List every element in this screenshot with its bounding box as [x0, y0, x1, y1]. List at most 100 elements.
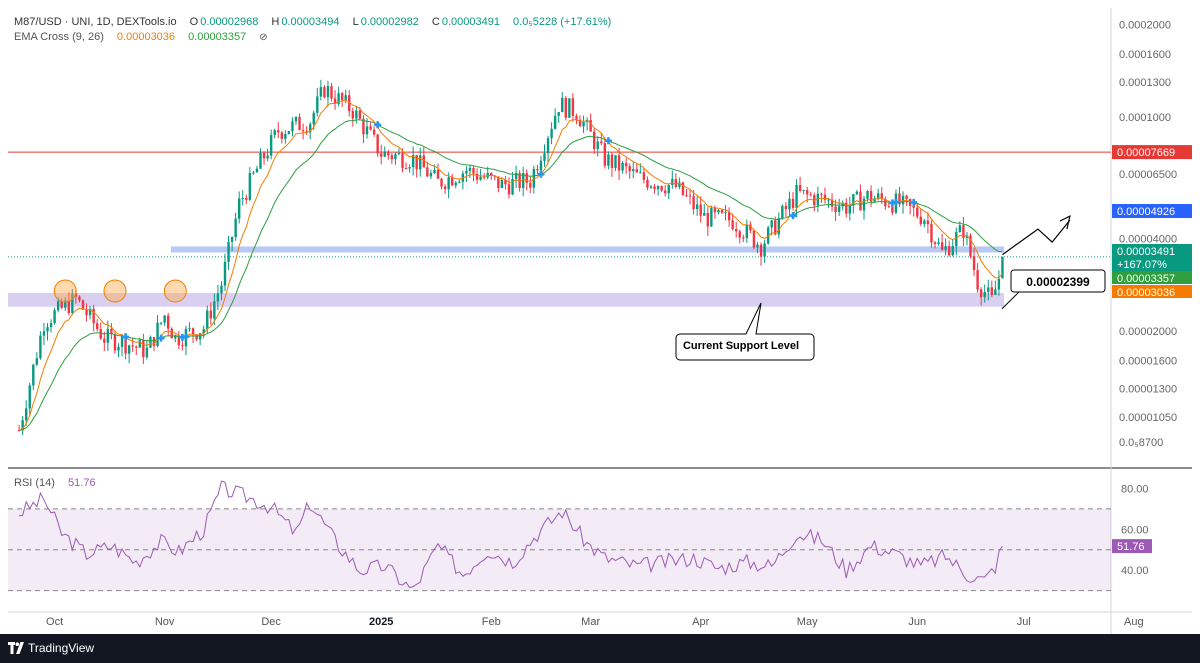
candle-body	[482, 176, 486, 178]
candle-body	[408, 167, 411, 169]
candle-body	[17, 430, 21, 432]
time-axis-tick: Jul	[1017, 616, 1031, 628]
candle-body	[355, 110, 358, 119]
candle-body	[731, 220, 734, 230]
candle-body	[699, 204, 702, 216]
candle-body	[21, 420, 24, 431]
candle-body	[340, 93, 344, 101]
candle-body	[891, 206, 894, 213]
rsi-value: 51.76	[68, 477, 96, 489]
candle-body	[667, 185, 670, 194]
candle-body	[458, 181, 461, 183]
candle-body	[717, 210, 720, 213]
ema-cross-marker	[537, 170, 545, 178]
candle-body	[39, 335, 42, 359]
candle-body	[1001, 256, 1004, 279]
candle-body	[752, 230, 756, 248]
candle-body	[103, 338, 106, 343]
price-chart[interactable]: 0.0002000 0.0001600 0.0001300 0.0001000 0.00…	[8, 8, 1192, 634]
candle-body	[948, 246, 951, 256]
candle-body	[490, 173, 493, 176]
support-touch-circle	[103, 279, 127, 303]
price-axis-tick: 0.0001300	[1119, 77, 1171, 89]
candle-body	[312, 112, 315, 125]
candle-body	[390, 155, 394, 160]
candle-body	[230, 237, 234, 242]
candle-body	[479, 176, 482, 180]
candle-body	[78, 296, 81, 301]
candle-body	[720, 210, 724, 213]
price-callout-pointer	[1001, 291, 1020, 310]
candle-body	[248, 173, 252, 200]
candle-body	[877, 193, 880, 199]
ema-cross-marker	[604, 137, 612, 145]
candle-body	[415, 155, 418, 170]
candle-body	[784, 205, 788, 210]
candle-body	[632, 169, 635, 172]
candle-body	[468, 167, 472, 171]
candle-body	[135, 346, 138, 348]
candle-body	[426, 167, 429, 177]
candle-body	[269, 135, 273, 156]
candle-body	[223, 261, 227, 286]
candle-body	[610, 154, 614, 169]
candle-body	[177, 335, 181, 346]
candle-body	[358, 110, 362, 119]
candle-body	[859, 191, 862, 211]
candle-body	[628, 166, 631, 172]
candle-body	[383, 151, 386, 157]
candle-body	[951, 246, 954, 256]
symbol-legend: M87/USD · UNI, 1D, DEXTools.io O 0.000029…	[14, 16, 613, 28]
candle-body	[522, 173, 525, 188]
candle-body	[901, 195, 905, 205]
candle-body	[124, 336, 127, 354]
ema-slow-badge: 0.00003357	[1117, 273, 1175, 285]
candle-body	[298, 116, 301, 131]
ema-slow-line	[18, 119, 1003, 431]
candle-body	[997, 278, 1001, 290]
ema-label[interactable]: EMA Cross (9, 26)	[14, 31, 104, 43]
candle-body	[546, 138, 550, 154]
candle-body	[830, 199, 834, 207]
support-touch-circle	[163, 279, 187, 303]
chart-frame: 0.0002000 0.0001600 0.0001300 0.0001000 0.00…	[8, 8, 1192, 634]
candle-body	[127, 345, 131, 354]
ema-cross-marker	[892, 198, 900, 206]
candle-body	[326, 86, 330, 98]
candle-body	[294, 116, 298, 122]
time-axis-tick: Aug	[1124, 616, 1144, 628]
candle-body	[447, 177, 450, 190]
candle-body	[348, 95, 351, 112]
candle-body	[972, 256, 976, 271]
time-axis-tick: Feb	[482, 616, 501, 628]
price-callout-box	[1010, 269, 1106, 293]
mid-zone	[171, 246, 1004, 253]
candle-body	[25, 408, 28, 421]
resistance-badge: 0.00007669	[1117, 147, 1175, 159]
tradingview-logo-icon[interactable]	[8, 641, 24, 655]
candle-body	[333, 98, 337, 104]
low-label: L	[352, 16, 359, 28]
ema-slow-value: 0.00003357	[188, 31, 247, 43]
close-badge: 0.00003491	[1117, 246, 1175, 258]
close-label: C	[431, 16, 440, 28]
ema-cross-marker	[374, 121, 382, 129]
candle-body	[930, 224, 933, 243]
candle-body	[71, 293, 74, 313]
footer-brand[interactable]: TradingView	[28, 641, 95, 655]
candle-body	[465, 170, 468, 174]
rsi-label[interactable]: RSI (14)	[14, 477, 55, 489]
candle-body	[987, 287, 990, 292]
symbol-title[interactable]: M87/USD · UNI, 1D, DEXTools.io	[14, 16, 177, 28]
candle-body	[919, 216, 922, 225]
candle-body	[557, 112, 560, 116]
support-callout-box	[675, 302, 815, 361]
candle-body	[351, 111, 354, 119]
candle-body	[500, 180, 504, 188]
candle-body	[145, 347, 149, 358]
candle-body	[319, 87, 323, 97]
candle-body	[635, 169, 638, 173]
eye-off-icon[interactable]: ⊘	[259, 32, 268, 43]
candle-body	[582, 121, 585, 127]
candles-group	[17, 79, 1004, 436]
